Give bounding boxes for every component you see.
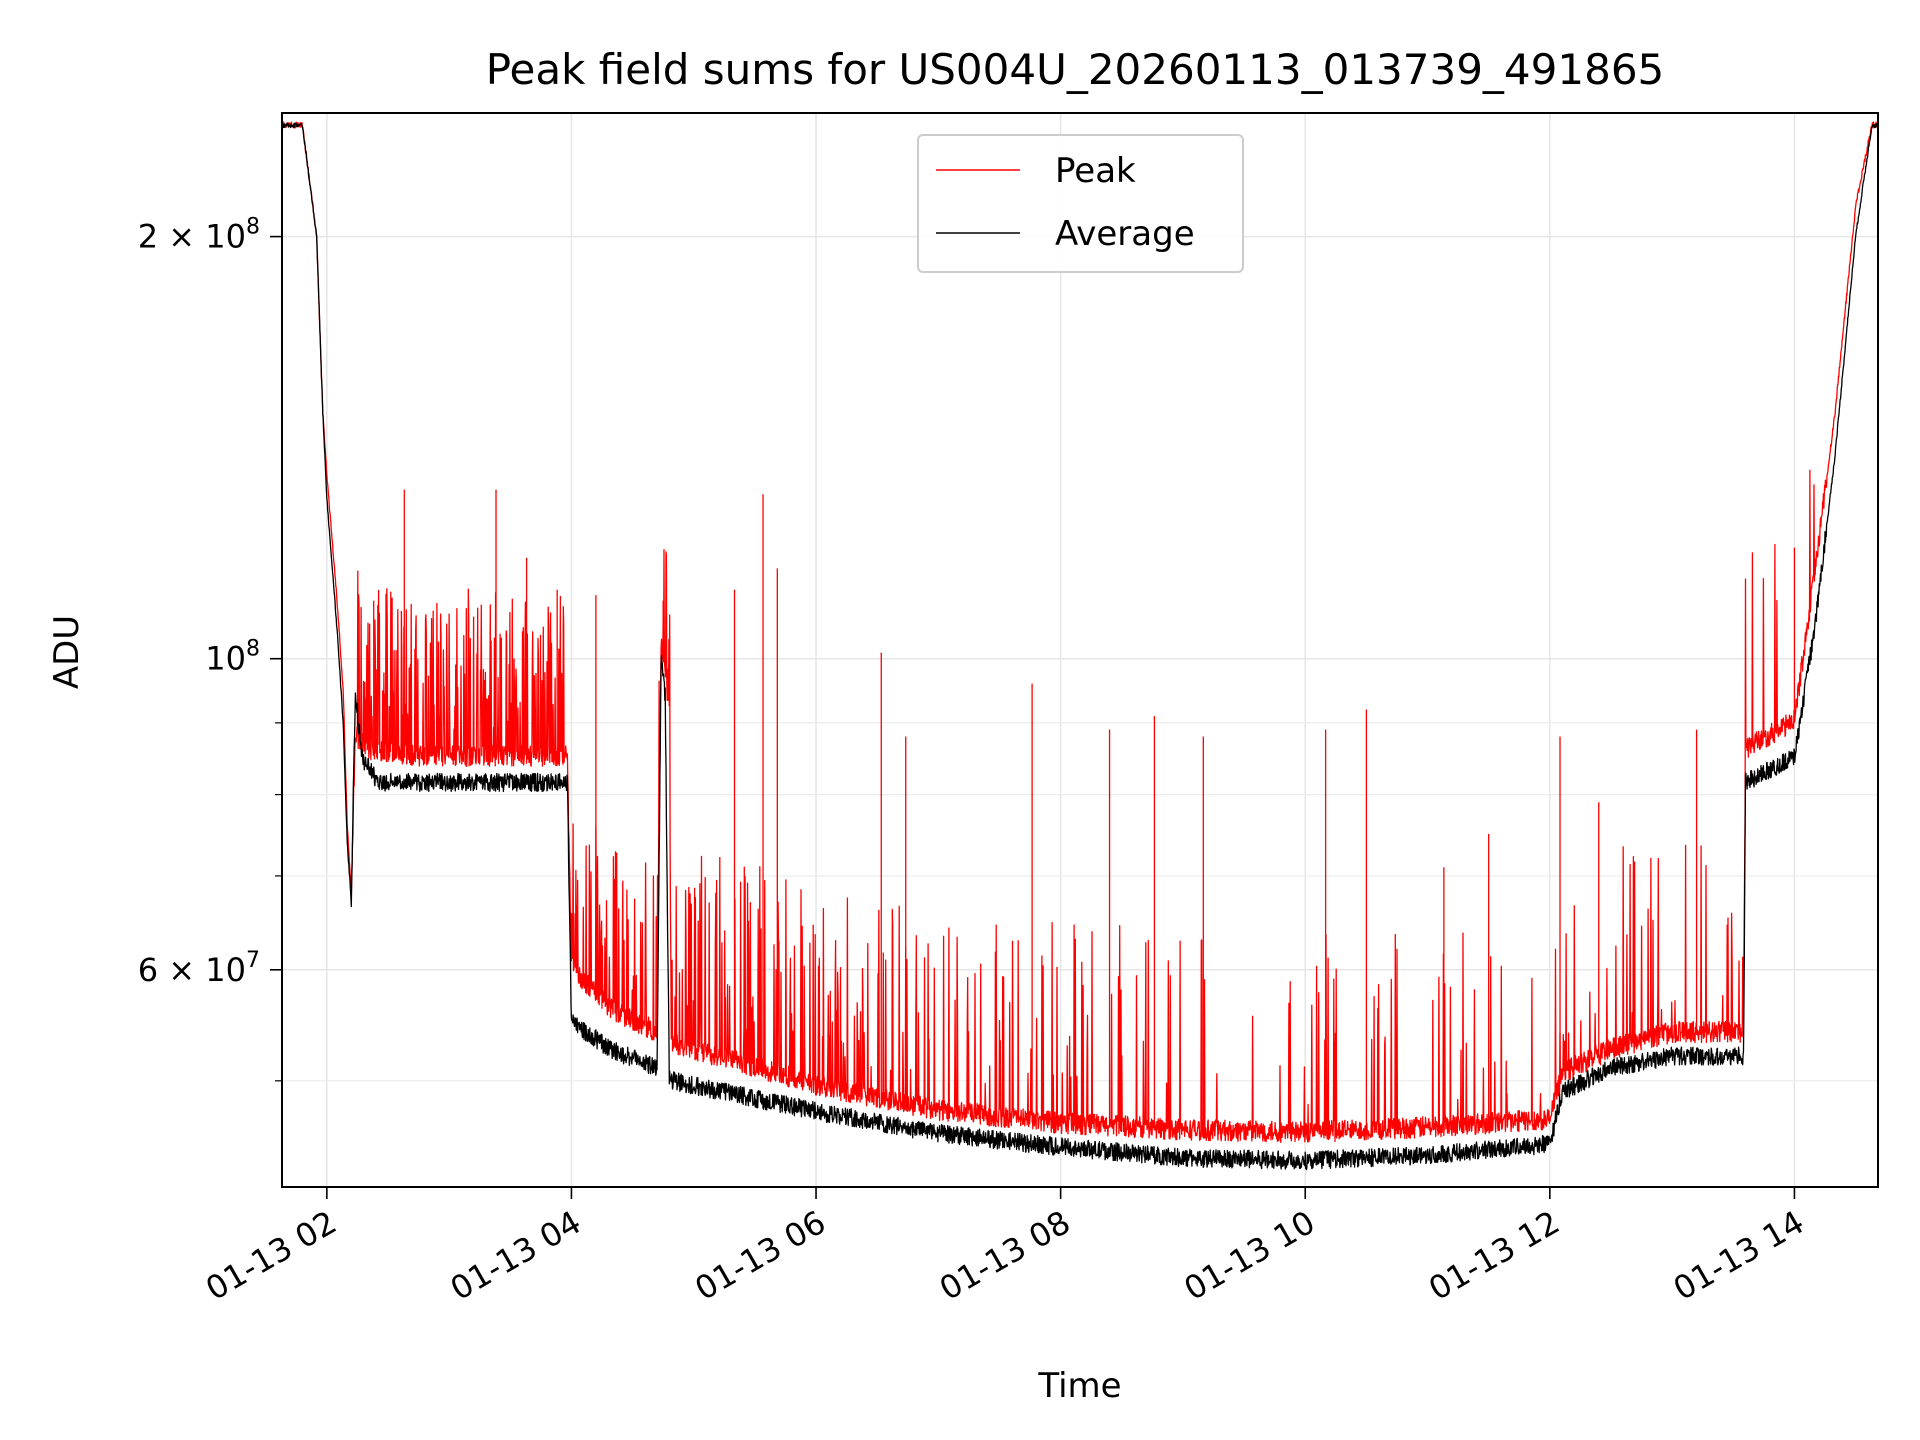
plot-frame [281, 112, 1879, 1188]
legend-label-peak: Peak [1055, 151, 1136, 191]
series-line-average [282, 122, 1878, 1171]
series-line-peak [282, 121, 1878, 1143]
y-tick-label: 108 [205, 637, 260, 678]
y-axis: 2 × 108 108 6 × 107 [138, 215, 282, 1082]
y-axis-label: ADU [47, 615, 87, 689]
chart-title: Peak field sums for US004U_20260113_0137… [486, 45, 1665, 94]
series-layer [282, 121, 1878, 1171]
y-tick-label: 2 × 108 [138, 215, 260, 256]
y-tick-label: 6 × 107 [138, 948, 260, 989]
x-axis-label: Time [1037, 1366, 1121, 1406]
legend-label-average: Average [1055, 214, 1195, 254]
legend: Peak Average [917, 134, 1244, 273]
